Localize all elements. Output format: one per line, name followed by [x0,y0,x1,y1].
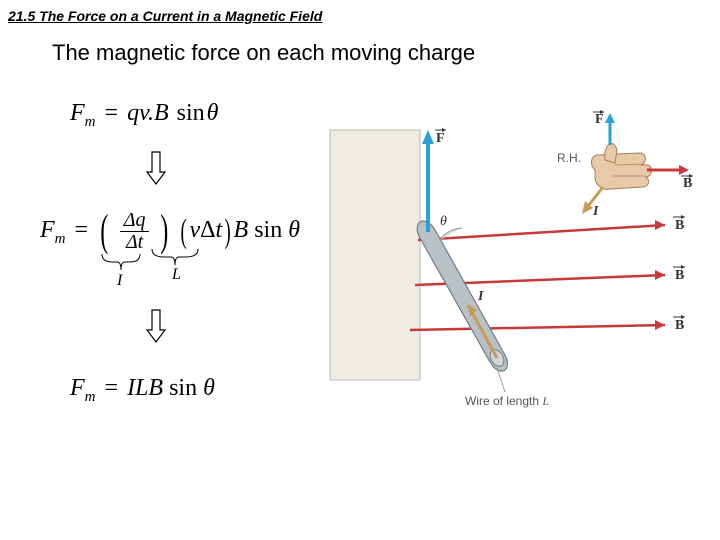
section-title: The Force on a Current in a Magnetic Fie… [39,8,322,24]
eq2-group2: vΔt [189,217,222,243]
F-label: F [436,131,445,146]
physics-diagram: B B B I θ F Wire of length L F [300,110,700,440]
eq3-lhs: Fm [70,375,96,401]
b-label-2: B [675,268,684,283]
eq2-frac-num: Δq [120,210,150,232]
eq2-sin: sin [254,217,282,243]
eq1-v: v [139,100,148,126]
b-label-3: B [675,318,684,333]
eq2-B: B [234,217,249,243]
equation-3: Fm = ILB sin θ [70,375,215,406]
eq2-lhs: Fm [40,217,66,243]
down-arrow-icon-1 [145,150,167,186]
equals-sign-2: = [72,217,92,243]
eq1-lhs: Fm [70,100,96,126]
inset-B-label: B [683,176,692,191]
eq2-fraction: Δq Δt [118,210,152,253]
eq3-I: I [127,375,135,401]
rh-label: R.H. [557,151,581,165]
section-number: 21.5 [8,8,35,24]
wire-caption: Wire of length L [465,394,549,408]
eq1-theta: θ [207,100,219,126]
equals-sign: = [102,100,122,126]
eq1-q: q [127,100,139,126]
eq2-under-L: L [172,266,181,284]
section-header: 21.5 The Force on a Current in a Magneti… [8,8,322,24]
wire-cylinder [417,221,507,371]
back-plane [330,130,420,380]
rparen-1: ) [161,216,169,247]
inset-F-label: F [595,112,604,127]
b-label-1: B [675,218,684,233]
rparen-2: ) [225,220,231,244]
inset-I-label: I [592,204,599,219]
eq1-sin: sin [177,100,205,126]
underbrace-I [100,252,142,274]
eq1-B: B [154,100,169,126]
eq3-B: B [148,375,163,401]
lparen-1: ( [100,216,108,247]
right-hand-inset: F B I R.H. [557,110,693,219]
eq2-frac-den: Δt [120,232,150,253]
page-subtitle: The magnetic force on each moving charge [52,40,475,66]
lparen-2: ( [181,220,187,244]
eq3-sin: sin [169,375,197,401]
eq2-theta: θ [288,217,300,243]
eq2-under-I: I [117,272,122,290]
theta-label: θ [440,214,447,229]
eq3-L: L [135,375,148,401]
I-label-wire: I [477,289,484,304]
equals-sign-3: = [102,375,122,401]
down-arrow-icon-2 [145,308,167,344]
equation-1: Fm = qv.B sinθ [70,100,218,131]
eq3-theta: θ [203,375,215,401]
